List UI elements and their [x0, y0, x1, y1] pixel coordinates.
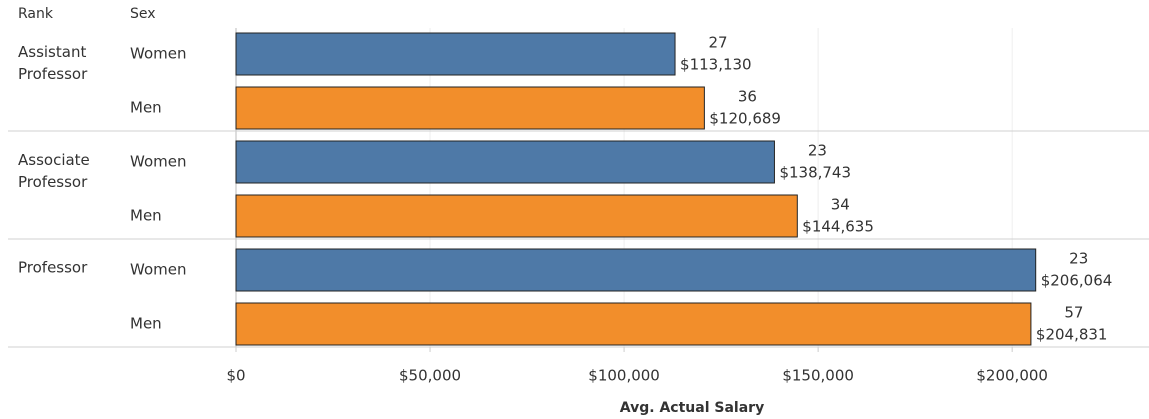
series-label: Men	[130, 99, 162, 117]
count-label: 34	[831, 196, 850, 214]
row-header: Sex	[130, 6, 156, 22]
series-label: Men	[130, 207, 162, 225]
bar	[235, 140, 775, 184]
series-label: Women	[130, 261, 186, 279]
x-tick-label: $0	[226, 367, 245, 385]
series-label: Women	[130, 153, 186, 171]
x-tick-label: $50,000	[399, 367, 461, 385]
value-label: $138,743	[779, 164, 851, 182]
x-tick-label: $200,000	[976, 367, 1048, 385]
group-label: Professor	[18, 259, 88, 277]
count-label: 57	[1064, 304, 1083, 322]
group-label: Assistant Professor	[18, 43, 88, 83]
bar	[235, 248, 1037, 292]
series-label: Women	[130, 45, 186, 63]
value-label: $204,831	[1036, 326, 1108, 344]
count-label: 23	[1069, 250, 1088, 268]
bar	[235, 86, 705, 130]
value-label: $144,635	[802, 218, 874, 236]
value-label: $120,689	[709, 110, 781, 128]
x-tick-label: $150,000	[782, 367, 854, 385]
bar	[235, 194, 798, 238]
count-label: 23	[808, 142, 827, 160]
bar	[235, 302, 1032, 346]
row-header: Rank	[18, 6, 54, 22]
value-label: $206,064	[1041, 272, 1113, 290]
value-label: $113,130	[680, 56, 752, 74]
count-label: 27	[708, 34, 727, 52]
x-axis-title: Avg. Actual Salary	[620, 400, 764, 416]
bar	[235, 32, 676, 76]
x-tick-label: $100,000	[588, 367, 660, 385]
series-label: Men	[130, 315, 162, 333]
count-label: 36	[738, 88, 757, 106]
group-label: Associate Professor	[18, 151, 90, 191]
